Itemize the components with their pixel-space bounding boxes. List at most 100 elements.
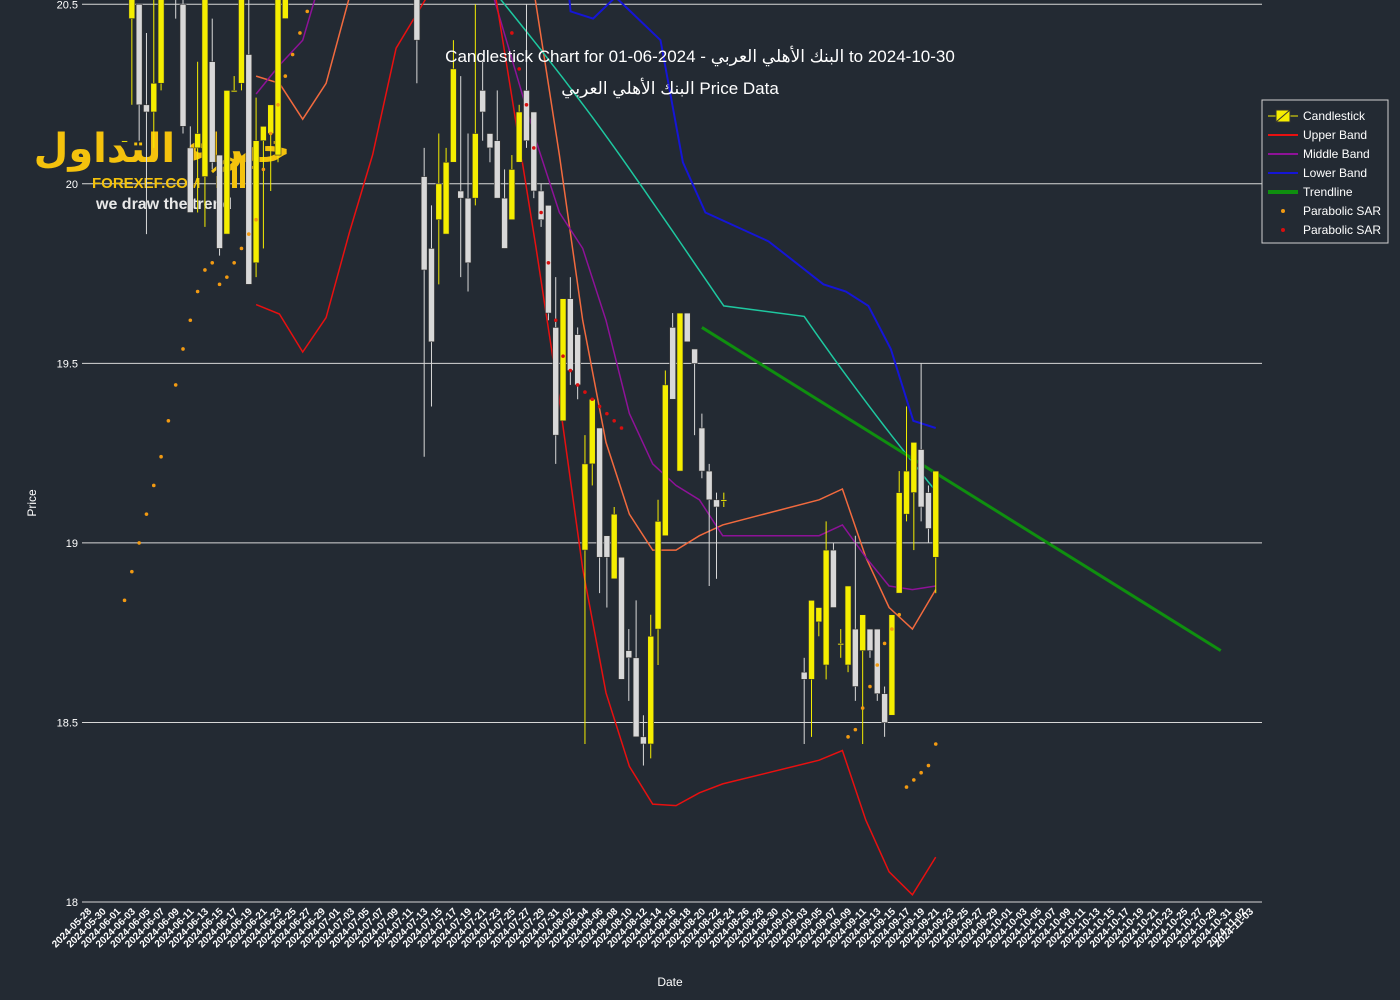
candle-body (859, 614, 866, 651)
sar-dot-support (246, 232, 251, 236)
bands-layer (255, 0, 1222, 896)
ma-teal-line (500, 0, 937, 492)
legend-label: Parabolic SAR (1303, 204, 1381, 218)
candle-body (691, 348, 698, 364)
sar-dot-support (290, 52, 295, 57)
candle-body (428, 248, 435, 343)
candle-body (450, 68, 457, 163)
sar-dot-resistance (517, 67, 521, 71)
legend-item: Upper Band (1268, 128, 1367, 142)
x-axis-title: Date (657, 975, 683, 989)
legend-label: Trendline (1303, 185, 1353, 199)
candle-body (610, 513, 618, 580)
sar-dot-support (137, 541, 141, 545)
candle-body (895, 492, 903, 594)
sar-dot-support (276, 102, 280, 107)
candle-body (640, 736, 647, 745)
y-tick-label: 19.5 (57, 358, 78, 370)
candle-body (683, 312, 691, 343)
legend-swatch-dot (1281, 228, 1285, 232)
candle-body (179, 3, 187, 127)
sar-dot-resistance (561, 354, 565, 358)
sar-dot-support (305, 9, 310, 14)
candle-body (121, 140, 128, 143)
candle-body (282, 0, 289, 19)
sar-dot-resistance (605, 411, 609, 416)
candle-body (267, 104, 275, 134)
candle-body (654, 521, 662, 630)
sar-dot-support (890, 627, 894, 631)
sar-dot-resistance (531, 146, 536, 150)
legend-item: Middle Band (1268, 147, 1370, 161)
candle-body (464, 197, 472, 264)
sar-dot-support (261, 167, 266, 172)
candle-body (618, 556, 625, 680)
candle-body (545, 205, 552, 314)
candle-body (596, 427, 603, 558)
upper-band-line (255, 0, 937, 896)
candle-body (925, 492, 932, 529)
y-tick-label: 18.5 (57, 717, 78, 729)
sar-dot-resistance (583, 390, 587, 394)
candle-body (135, 3, 143, 106)
sar-layer (122, 9, 938, 789)
candle-body (888, 614, 896, 716)
legend-box (1261, 99, 1389, 244)
sar-dot-support (159, 454, 163, 459)
candle-body (713, 499, 720, 508)
candle-body (537, 190, 545, 221)
sar-dot-support (195, 289, 200, 294)
candle-body (413, 0, 421, 41)
sar-dot-support (173, 383, 178, 387)
sar-dot-support (151, 483, 156, 488)
candle-body (822, 549, 830, 666)
candle-body (187, 147, 194, 213)
sar-dot-support (188, 318, 193, 323)
sar-dot-resistance (546, 261, 551, 265)
candle-body (223, 90, 231, 235)
candle-body (574, 334, 581, 386)
candle-body (647, 635, 655, 745)
sar-dot-support (912, 778, 916, 782)
candle-body (420, 176, 428, 271)
sar-dot-support (122, 598, 127, 603)
candle-body (800, 671, 808, 680)
candle-body (866, 628, 874, 651)
candle-body (230, 90, 238, 93)
candle-body (157, 0, 165, 84)
legend-label: Parabolic SAR (1303, 223, 1381, 237)
candle-body (830, 549, 837, 608)
candle-body (720, 499, 728, 502)
sar-dot-support (298, 31, 302, 35)
sar-dot-resistance (590, 397, 595, 402)
sar-dot-resistance (539, 210, 543, 215)
candle-body (245, 54, 253, 285)
candle-body (932, 470, 940, 558)
candle-body (128, 0, 136, 19)
y-axis-title: Price (25, 489, 39, 517)
candle-body (705, 470, 713, 501)
sar-dot-support (144, 512, 149, 516)
candle-body (873, 628, 881, 695)
axis-layer: 1818.51919.52020.52121.5222024-05-282024… (50, 0, 1256, 950)
y-tick-label: 18 (66, 897, 78, 909)
legend-item: Trendline (1268, 185, 1353, 199)
candle-body (457, 190, 465, 199)
trendline (701, 326, 1222, 652)
sar-dot-support (268, 131, 273, 136)
candles-layer (121, 0, 940, 766)
chart-title: Candlestick Chart for 01-06-2024 - البنك… (445, 46, 955, 67)
sar-dot-support (919, 770, 923, 775)
candle-body (493, 140, 501, 199)
candle-body (837, 643, 845, 646)
candle-body (669, 327, 676, 400)
legend-label: Middle Band (1303, 147, 1370, 161)
sar-dot-resistance (612, 419, 616, 423)
candle-body (698, 427, 706, 472)
y-tick-label: 20.5 (57, 0, 78, 11)
sar-dot-support (210, 261, 215, 265)
y-tick-label: 20 (66, 179, 78, 191)
candle-body (815, 607, 823, 623)
logo-tagline: we draw the trend (95, 196, 232, 213)
